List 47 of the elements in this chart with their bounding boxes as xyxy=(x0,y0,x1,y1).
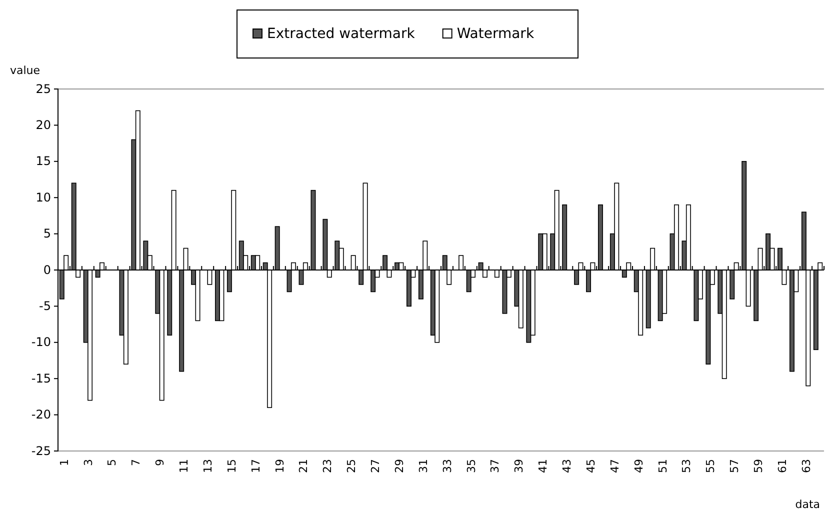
x-axis-title: data xyxy=(795,498,820,511)
legend-label: Extracted watermark xyxy=(267,26,416,42)
x-tick-label: 19 xyxy=(273,459,286,473)
x-tick-label: 5 xyxy=(106,459,119,466)
x-tick-label: 55 xyxy=(704,459,718,473)
y-tick-label: 20 xyxy=(36,118,51,132)
x-tick-label: 1 xyxy=(58,459,71,466)
y-tick-label: 5 xyxy=(43,226,51,241)
x-tick-label: 33 xyxy=(440,459,454,473)
y-axis-title: value xyxy=(10,64,40,77)
x-tick-label: 3 xyxy=(82,459,95,466)
y-tick-label: -15 xyxy=(31,371,51,386)
x-tick-label: 53 xyxy=(680,459,694,473)
x-tick-label: 59 xyxy=(752,459,766,473)
x-tick-label: 7 xyxy=(130,459,143,466)
x-tick-label: 9 xyxy=(154,459,167,466)
y-tick-label: -20 xyxy=(31,408,51,422)
y-tick-label: 10 xyxy=(36,190,51,204)
y-tick-label: 0 xyxy=(43,262,51,277)
x-tick-label: 45 xyxy=(584,459,598,473)
x-tick-label: 23 xyxy=(321,459,334,473)
x-tick-label: 39 xyxy=(512,459,526,473)
legend-label: Watermark xyxy=(456,26,535,42)
x-tick-label: 17 xyxy=(249,459,262,473)
x-tick-label: 29 xyxy=(392,459,406,473)
x-tick-label: 21 xyxy=(297,459,310,473)
x-tick-label: 57 xyxy=(728,459,742,473)
x-tick-label: 27 xyxy=(369,459,382,473)
x-tick-label: 49 xyxy=(632,459,646,473)
y-tick-label: -25 xyxy=(31,444,51,458)
x-tick-label: 25 xyxy=(345,459,358,473)
x-tick-label: 31 xyxy=(416,459,430,473)
y-tick-label: 25 xyxy=(36,82,51,96)
x-tick-label: 51 xyxy=(656,459,670,473)
y-tick-label: -5 xyxy=(39,299,51,314)
x-tick-label: 11 xyxy=(178,459,191,473)
y-tick-label: 15 xyxy=(36,154,51,168)
x-tick-label: 61 xyxy=(776,459,789,473)
y-tick-label: -10 xyxy=(31,335,51,350)
x-tick-label: 37 xyxy=(488,459,502,473)
x-tick-label: 35 xyxy=(464,459,478,473)
x-tick-label: 15 xyxy=(225,459,238,473)
x-tick-label: 43 xyxy=(560,459,574,473)
x-tick-label: 41 xyxy=(536,459,550,473)
x-tick-label: 63 xyxy=(800,459,813,473)
x-tick-label: 13 xyxy=(201,459,214,473)
x-tick-label: 47 xyxy=(608,459,622,473)
